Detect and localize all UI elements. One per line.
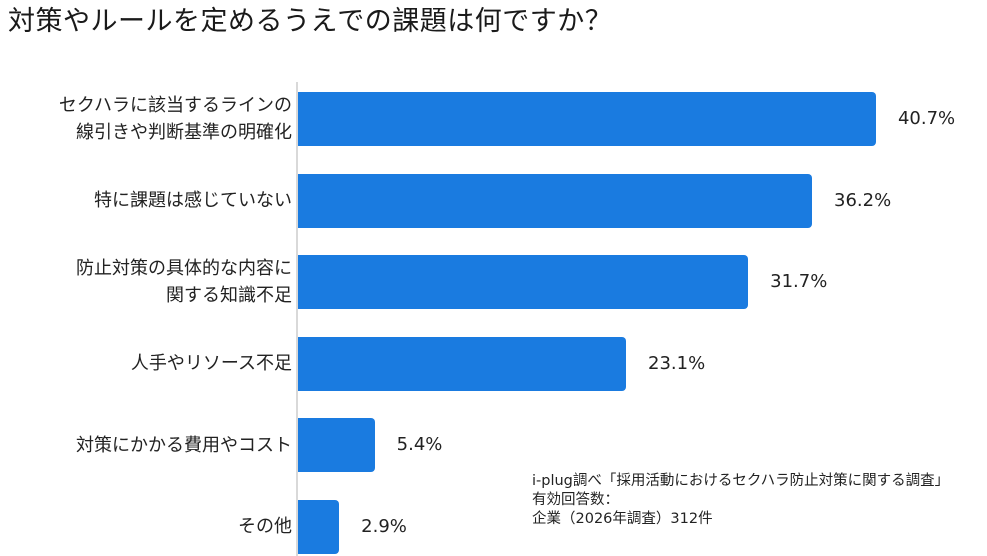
- category-label-line: その他: [238, 516, 292, 537]
- category-label-5: 対策にかかる費用やコスト: [10, 432, 292, 459]
- category-label-line: 特に課題は感じていない: [94, 190, 292, 211]
- category-label-line: 関する知識不足: [166, 285, 292, 306]
- chart-title: 対策やルールを定めるうえでの課題は何ですか？: [8, 6, 613, 37]
- bar-6: [298, 499, 340, 554]
- bar-3: [298, 255, 749, 309]
- value-label-5: 5.4%: [396, 434, 443, 455]
- value-label-1: 40.7%: [897, 108, 956, 129]
- value-label-6: 2.9%: [361, 515, 407, 537]
- value-label-3: 31.7%: [770, 271, 828, 292]
- category-label-line: 防止対策の具体的な内容に: [76, 258, 292, 279]
- category-label-4: 人手やリソース不足: [10, 350, 292, 377]
- value-label-2: 36.2%: [834, 189, 892, 211]
- bar-5: [298, 418, 375, 472]
- source-line-1: i-plug調べ「採用活動におけるセクハラ防止対策に関する調査」: [532, 473, 950, 489]
- category-label-1: セクハラに該当するラインの線引きや判断基準の明確化: [10, 92, 292, 146]
- source-note: i-plug調べ「採用活動におけるセクハラ防止対策に関する調査」 有効回答数： …: [532, 472, 949, 529]
- bar-4: [298, 336, 627, 391]
- category-label-6: その他: [10, 513, 292, 540]
- source-line-2: 有効回答数：: [532, 492, 619, 508]
- category-label-line: 線引きや判断基準の明確化: [76, 122, 292, 143]
- source-line-3: 企業（2026年調査）312件: [532, 511, 713, 527]
- category-label-2: 特に課題は感じていない: [10, 187, 292, 214]
- bar-2: [298, 173, 813, 228]
- category-axis-line: [296, 82, 298, 556]
- category-label-line: セクハラに該当するラインの: [58, 95, 292, 116]
- value-label-4: 23.1%: [648, 352, 706, 374]
- category-label-line: 対策にかかる費用やコスト: [76, 434, 292, 456]
- category-label-3: 防止対策の具体的な内容に関する知識不足: [10, 255, 292, 309]
- category-label-line: 人手やリソース不足: [130, 353, 292, 374]
- bar-1: [298, 92, 876, 146]
